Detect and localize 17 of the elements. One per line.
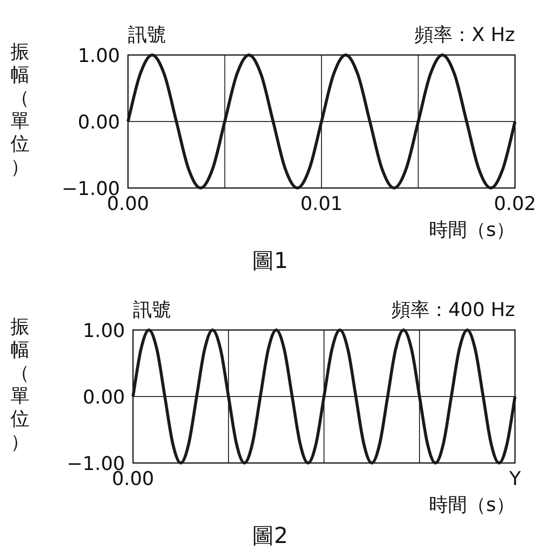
y-axis-title: 振幅（單位） <box>10 316 30 453</box>
y-axis-title: 振幅（單位） <box>10 41 30 178</box>
x-tick-label: 0.02 <box>494 193 536 215</box>
x-axis-title: 時間（s） <box>429 494 515 516</box>
y-tick-label: 1.00 <box>82 320 125 342</box>
chart-subtitle: 頻率：X Hz <box>414 24 516 46</box>
x-axis-title: 時間（s） <box>429 219 515 241</box>
y-tick-label: 0.00 <box>78 112 120 134</box>
chart-subtitle: 頻率：400 Hz <box>391 299 516 321</box>
chart-title: 訊號 <box>133 299 171 321</box>
x-tick-label: Y <box>508 468 522 490</box>
caption: 圖1 <box>252 249 288 274</box>
y-tick-label: 0.00 <box>82 386 125 408</box>
chart-title: 訊號 <box>128 24 166 46</box>
x-tick-label: 0.01 <box>300 193 343 215</box>
y-tick-label: 1.00 <box>78 45 120 67</box>
caption: 圖2 <box>252 524 288 549</box>
